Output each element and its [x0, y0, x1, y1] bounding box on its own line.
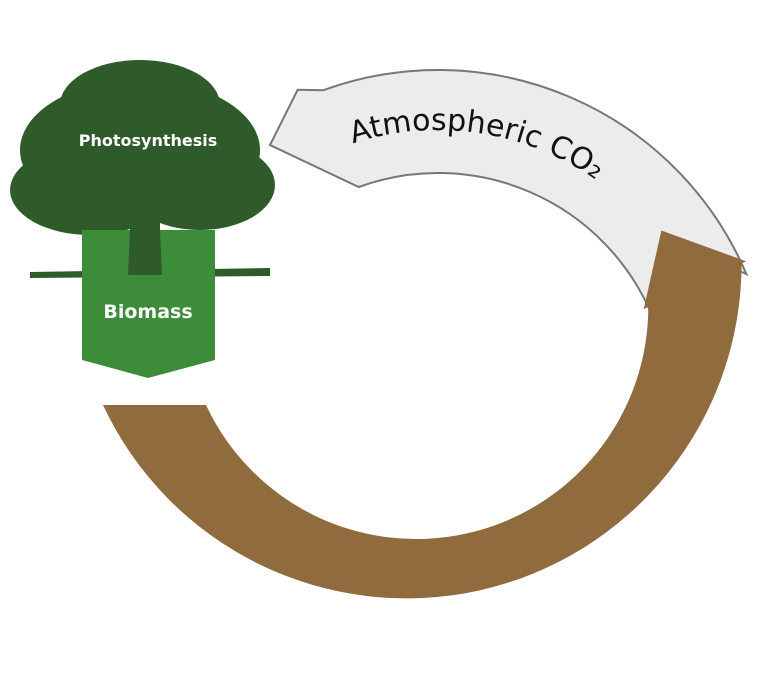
- tree-trunk: [128, 230, 162, 275]
- decompose-arc: [103, 230, 747, 599]
- biomass-banner: [82, 230, 215, 378]
- photosynthesis-label: Photosynthesis: [79, 131, 218, 150]
- biomass-label: Biomass: [103, 301, 192, 323]
- atmosphere-arc: [268, 68, 749, 318]
